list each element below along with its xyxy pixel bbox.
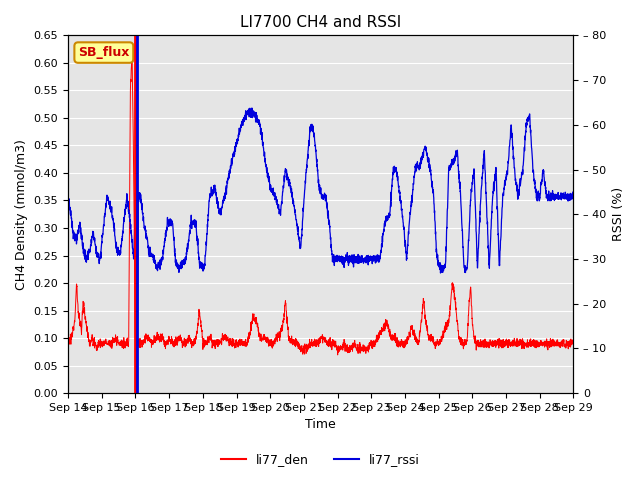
Y-axis label: RSSI (%): RSSI (%) bbox=[612, 187, 625, 241]
Text: SB_flux: SB_flux bbox=[78, 46, 129, 59]
Y-axis label: CH4 Density (mmol/m3): CH4 Density (mmol/m3) bbox=[15, 139, 28, 289]
Title: LI7700 CH4 and RSSI: LI7700 CH4 and RSSI bbox=[240, 15, 401, 30]
X-axis label: Time: Time bbox=[305, 419, 336, 432]
Legend: li77_den, li77_rssi: li77_den, li77_rssi bbox=[216, 448, 424, 471]
